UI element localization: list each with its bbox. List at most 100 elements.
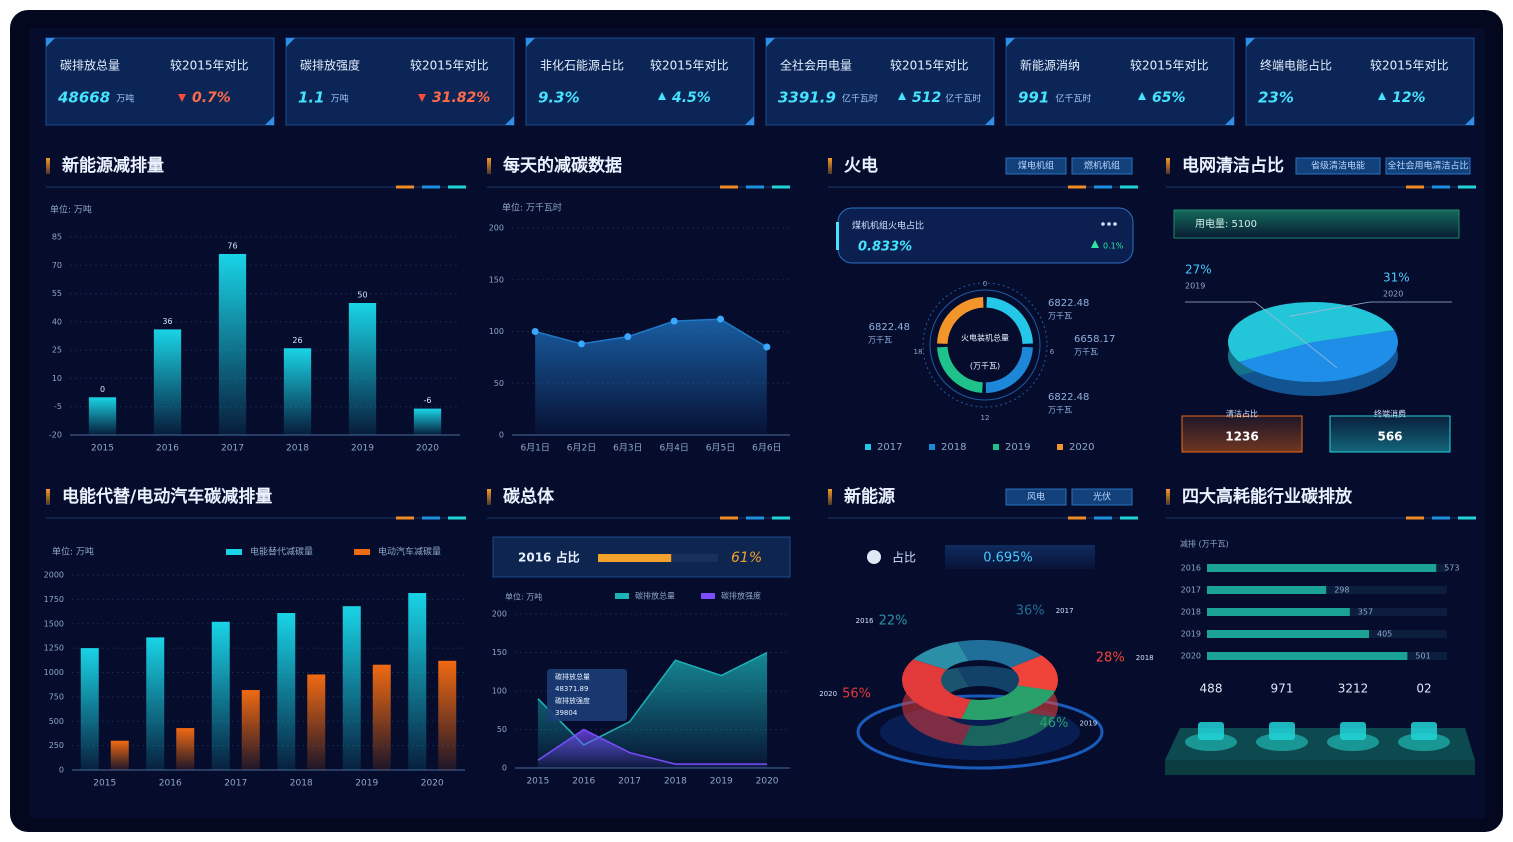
kpi-value: 23% (1258, 89, 1294, 107)
kpi-unit: 亿千瓦时 (842, 93, 878, 105)
stat-pedestal (1185, 733, 1237, 751)
y-tick-label: 50 (497, 725, 507, 734)
bar-value-label: 0 (100, 385, 105, 394)
legend-swatch (929, 444, 935, 450)
stat-icon (1198, 722, 1224, 740)
y-tick-label: -5 (54, 402, 62, 411)
card-corner (1225, 116, 1234, 125)
kpi-card (285, 37, 515, 126)
tab-label: 燃机机组 (1084, 160, 1120, 172)
kpi-card (525, 37, 755, 126)
x-tick-label: 2017 (224, 779, 247, 789)
y-tick-label: 200 (489, 224, 504, 233)
x-tick-label: 2017 (221, 444, 244, 454)
y-tick-label: 500 (49, 717, 64, 726)
tab-label: 煤电机组 (1018, 160, 1054, 172)
kpi-card (45, 37, 275, 126)
y-tick-label: 2017 (1181, 586, 1201, 595)
data-point (531, 328, 539, 335)
menu-dot[interactable] (1101, 222, 1105, 226)
kpi-value: 1.1 (298, 89, 325, 107)
data-point (717, 315, 724, 323)
slice (985, 346, 1033, 393)
kpi-title: 终端电能占比 (1260, 58, 1332, 73)
kpi-value: 9.3% (538, 89, 580, 107)
kpi-unit: 亿千瓦时 (1055, 93, 1091, 105)
bar (211, 621, 230, 770)
kpi-card (1245, 37, 1475, 126)
tooltip-text: 碳排放强度 (555, 696, 590, 705)
kpi-value: 3391.9 (778, 89, 836, 107)
y-tick-label: 0 (59, 766, 64, 775)
slice-value-label: 6822.48 (1048, 392, 1089, 403)
bar (408, 593, 427, 770)
card-corner (505, 116, 514, 125)
x-tick-label: 2015 (526, 777, 549, 787)
ratio-icon (867, 550, 881, 564)
tab-label: 风电 (1027, 491, 1045, 503)
card-corner (46, 38, 55, 47)
legend-swatch (993, 444, 999, 450)
tab-label: 省级清洁电能 (1311, 160, 1365, 172)
kpi-compare: 较2015年对比 (410, 58, 489, 73)
title-icon (487, 158, 491, 174)
y-tick-label: 1500 (44, 619, 64, 628)
title-icon (828, 489, 832, 505)
x-tick-label: 2018 (664, 777, 687, 787)
card-corner (985, 116, 994, 125)
menu-dot[interactable] (1107, 222, 1111, 226)
stat-icon (1340, 722, 1366, 740)
tab-button[interactable] (1071, 488, 1133, 506)
y-tick-label: 85 (52, 233, 62, 242)
x-tick-label: 2020 (416, 444, 439, 454)
legend-swatch (701, 593, 715, 599)
x-tick-label: 6月6日 (752, 443, 781, 454)
center-unit: (万千瓦) (970, 361, 1000, 371)
menu-dot[interactable] (1113, 222, 1117, 226)
tab-button[interactable] (1385, 157, 1471, 175)
legend-label: 碳排放总量 (635, 591, 675, 601)
x-tick-label: 2016 (156, 444, 179, 454)
legend-label: 2017 (877, 442, 902, 453)
bar (218, 253, 247, 435)
kpi-title: 全社会用电量 (780, 58, 852, 73)
slice-value-label: 22% (879, 614, 908, 629)
bar (1207, 630, 1369, 638)
panel-title: 新能源 (844, 486, 895, 507)
bar-value-label: 573 (1444, 564, 1459, 573)
legend-label: 电动汽车减碳量 (378, 546, 441, 558)
kpi-unit: 万吨 (116, 93, 134, 105)
tab-button[interactable] (1005, 157, 1067, 175)
progress-label: 2016 占比 (518, 550, 580, 565)
dial-tick-label: 0 (983, 280, 987, 288)
tab-button[interactable] (1071, 157, 1133, 175)
bar-value-label: 405 (1377, 630, 1392, 639)
unit-label: 单位: 万千瓦时 (502, 202, 562, 214)
y-tick-label: 25 (52, 346, 62, 355)
bar-track (1207, 586, 1447, 594)
bar (176, 728, 195, 770)
tab-button[interactable] (1295, 157, 1381, 175)
unit-label: 单位: 万吨 (52, 546, 94, 558)
tab-button[interactable] (1005, 488, 1067, 506)
kpi-change: 4.5% (671, 90, 711, 106)
slice-category-label: 2016 (856, 617, 874, 625)
slice-unit-label: 万千瓦 (1048, 405, 1072, 415)
slice-unit-label: 万千瓦 (1074, 347, 1098, 357)
slice-category-label: 2020 (1383, 290, 1403, 299)
stat-icon (1269, 722, 1295, 740)
bar (153, 329, 182, 435)
bar (413, 408, 442, 435)
y-tick-label: -20 (49, 431, 62, 440)
bar-value-label: 76 (227, 241, 237, 250)
bar (88, 397, 117, 435)
trend-arrow (898, 92, 906, 100)
slice (1010, 655, 1058, 691)
x-tick-label: 2019 (355, 779, 378, 789)
stat-value: 02 (1416, 682, 1431, 696)
data-point (578, 340, 585, 348)
kpi-change-unit: 亿千瓦时 (945, 93, 981, 105)
card-corner (745, 116, 754, 125)
panel-title: 四大高耗能行业碳排放 (1182, 486, 1353, 507)
x-tick-label: 2018 (290, 779, 313, 789)
